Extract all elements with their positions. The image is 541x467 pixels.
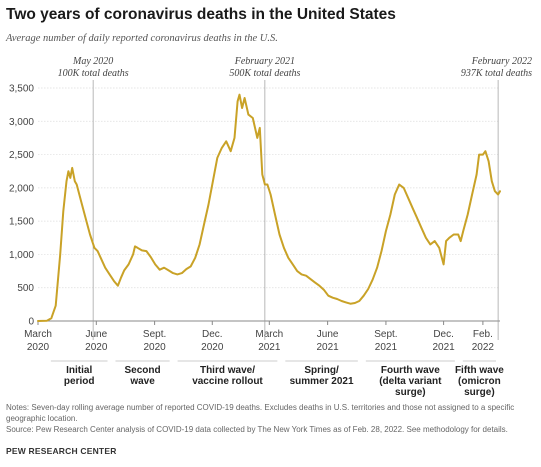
line-chart: 0 500 1,000 1,500 2,000 2,500 3,000 3,500 March… [9,56,532,398]
wave-label: Third wave/ [200,365,255,376]
x-axis: March 2020 June 2020 Sept. 2020 Dec. 2020 March 2… [24,321,494,353]
x-tick-label: June [317,329,339,340]
x-tick-label: Dec. [433,329,454,340]
x-tick-label: Dec. [202,329,223,340]
wave-label: wave [129,376,155,387]
y-tick-label: 2,000 [9,183,34,194]
wave-label: Fourth wave [381,365,440,376]
x-tick-label: Sept. [143,329,166,340]
wave-label: surge) [464,387,495,398]
x-tick-label: 2021 [375,342,398,353]
x-tick-label: 2021 [432,342,455,353]
chart-title: Two years of coronavirus deaths in the U… [6,6,396,23]
y-tick-label: 0 [28,317,34,328]
x-tick-label: Sept. [374,329,397,340]
annotation-label: February 2021 [234,56,295,67]
wave-label: Fifth wave [455,365,504,376]
x-tick-label: 2020 [85,342,108,353]
wave-label: Second [125,365,161,376]
x-tick-label: 2022 [472,342,495,353]
chart-notes: Notes: Seven-day rolling average number … [6,402,536,435]
wave-label: Initial [66,365,92,376]
y-axis: 0 500 1,000 1,500 2,000 2,500 3,000 3,500 [9,84,34,328]
x-tick-label: 2021 [258,342,281,353]
x-tick-label: Feb. [473,329,493,340]
y-tick-label: 1,500 [9,217,34,228]
wave-label: (omicron [458,376,501,387]
source-text: Source: Pew Research Center analysis of … [6,425,508,434]
x-tick-label: 2020 [201,342,224,353]
y-tick-label: 3,500 [9,84,34,95]
annotation-label: May 2020 [72,56,113,67]
annotation-label: 937K total deaths [461,68,532,79]
x-tick-label: 2020 [143,342,166,353]
annotation-label: 100K total deaths [58,68,129,79]
x-tick-label: March [255,329,283,340]
org-name: PEW RESEARCH CENTER [6,446,117,456]
x-tick-label: June [85,329,107,340]
wave-label: Spring/ [304,365,339,376]
notes-text: Notes: Seven-day rolling average number … [6,403,515,423]
annotation-label: 500K total deaths [229,68,300,79]
grid-lines [38,87,500,322]
x-tick-label: 2021 [316,342,339,353]
wave-label: (delta variant [379,376,442,387]
y-tick-label: 3,000 [9,117,34,128]
annotation-label: February 2022 [471,56,532,67]
x-tick-label: March [24,329,52,340]
wave-label: period [64,376,95,387]
x-tick-label: 2020 [27,342,50,353]
y-tick-label: 2,500 [9,150,34,161]
chart-subtitle: Average number of daily reported coronav… [6,33,278,44]
series-lines [37,93,501,322]
wave-label: surge) [395,387,426,398]
series-line [37,93,501,322]
wave-label: vaccine rollout [192,376,263,387]
y-tick-label: 500 [17,283,34,294]
y-tick-label: 1,000 [9,250,34,261]
wave-label: summer 2021 [290,376,354,387]
